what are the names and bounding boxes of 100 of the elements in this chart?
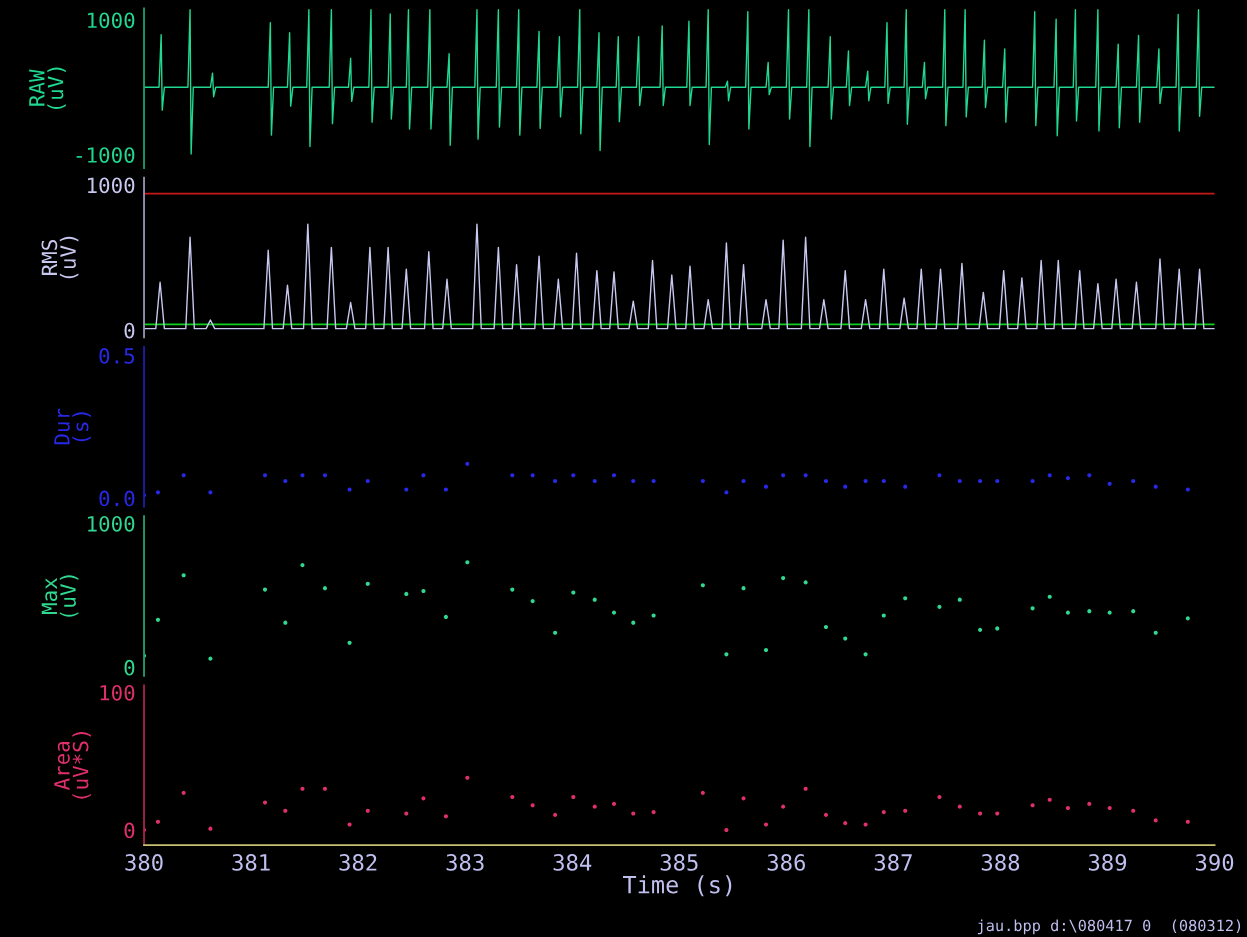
point xyxy=(1153,630,1158,635)
point xyxy=(903,808,908,813)
point xyxy=(781,576,786,581)
point xyxy=(571,473,576,478)
point xyxy=(1065,476,1070,481)
point xyxy=(510,473,515,478)
point xyxy=(181,573,186,578)
y-tick-label: -1000 xyxy=(76,147,135,163)
point xyxy=(881,613,886,618)
x-tick-label: 380 xyxy=(125,854,163,871)
point xyxy=(781,804,786,809)
point xyxy=(631,620,636,625)
point xyxy=(1153,818,1158,823)
point xyxy=(181,473,186,478)
point xyxy=(651,810,656,815)
point xyxy=(553,812,558,817)
y-tick-label: 0.5 xyxy=(99,348,135,364)
y-axis-title: Max (uV) xyxy=(41,575,79,617)
point xyxy=(843,636,848,641)
point xyxy=(322,473,328,478)
point xyxy=(300,563,305,568)
point xyxy=(903,484,908,489)
point xyxy=(443,614,449,620)
x-tick-label: 382 xyxy=(339,854,377,871)
point xyxy=(347,822,352,827)
point xyxy=(283,620,288,625)
point xyxy=(365,581,370,586)
point xyxy=(443,487,449,492)
point xyxy=(322,586,328,591)
point xyxy=(1087,801,1092,806)
y-axis-title: Area (uV*S) xyxy=(54,732,91,799)
point xyxy=(262,587,268,592)
point xyxy=(741,586,746,591)
point xyxy=(592,597,597,602)
point xyxy=(1131,478,1136,484)
point xyxy=(1131,609,1136,614)
point xyxy=(803,786,808,791)
point xyxy=(155,617,161,622)
x-tick-label: 383 xyxy=(446,854,484,871)
point xyxy=(530,803,535,808)
point xyxy=(903,596,908,601)
point xyxy=(510,587,515,592)
point xyxy=(1047,473,1052,478)
point xyxy=(957,804,962,809)
y-tick-label: 1000 xyxy=(88,515,135,532)
x-tick-label: 385 xyxy=(660,854,698,871)
point xyxy=(823,478,829,484)
point xyxy=(611,473,617,478)
point xyxy=(465,560,470,565)
point xyxy=(1030,478,1035,484)
point xyxy=(262,473,268,478)
point xyxy=(1047,594,1052,599)
point xyxy=(957,478,962,484)
point xyxy=(1185,487,1190,492)
point xyxy=(155,819,161,824)
y-tick-label: 1000 xyxy=(88,177,135,194)
point xyxy=(823,812,829,817)
point xyxy=(781,473,786,478)
x-tick-label: 386 xyxy=(767,854,805,871)
point xyxy=(843,484,848,489)
point xyxy=(611,801,617,806)
point xyxy=(1153,484,1158,489)
point xyxy=(843,821,848,826)
point xyxy=(863,478,868,484)
point xyxy=(724,827,729,833)
point xyxy=(978,627,983,632)
point xyxy=(510,794,515,800)
point xyxy=(571,794,576,800)
y-axis-title: RAW (uV) xyxy=(29,67,66,110)
point xyxy=(651,478,656,484)
y-tick-label: 0.0 xyxy=(99,490,135,507)
point xyxy=(530,599,535,604)
x-tick-label: 390 xyxy=(1196,854,1234,871)
point xyxy=(863,822,868,827)
x-axis-title: Time (s) xyxy=(622,875,732,897)
line-series xyxy=(144,223,1215,330)
point xyxy=(283,808,288,813)
point xyxy=(741,478,746,484)
y-axis-title: Dur (s) xyxy=(54,408,91,445)
point xyxy=(322,786,328,791)
y-tick-label: 0 xyxy=(124,822,135,839)
x-tick-label: 384 xyxy=(553,854,592,871)
point xyxy=(937,794,942,800)
point xyxy=(404,487,409,492)
point xyxy=(553,630,558,635)
point xyxy=(995,478,1000,484)
point xyxy=(592,478,597,484)
x-tick-label: 388 xyxy=(981,854,1020,871)
point xyxy=(155,490,161,495)
point xyxy=(763,484,769,489)
y-tick-label: 0 xyxy=(124,322,135,339)
point xyxy=(978,811,983,816)
point xyxy=(611,610,617,615)
x-tick-label: 387 xyxy=(874,854,912,871)
point xyxy=(631,478,636,484)
point xyxy=(700,478,705,484)
point xyxy=(347,487,352,492)
point xyxy=(1065,610,1070,615)
point xyxy=(1047,797,1052,802)
point xyxy=(1131,808,1136,813)
